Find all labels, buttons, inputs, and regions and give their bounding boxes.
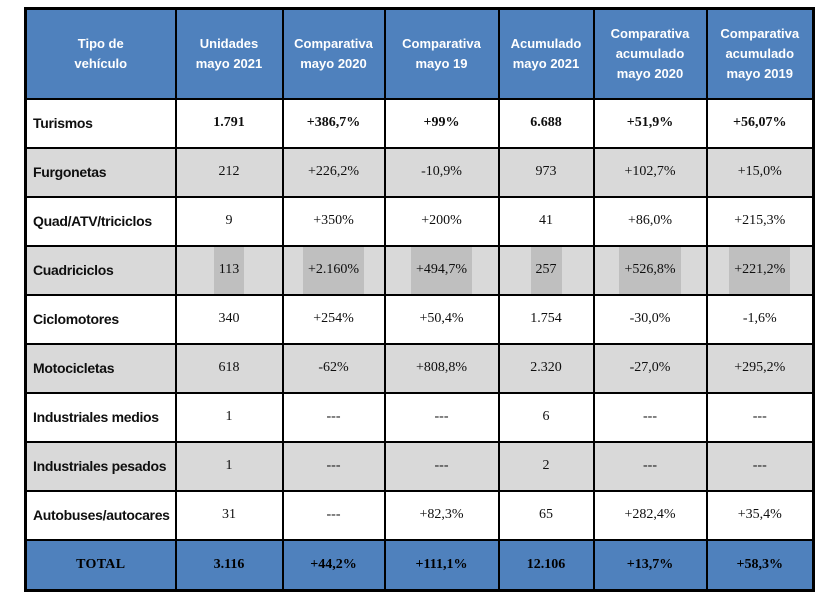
cell-value: 1.791 [213,115,245,130]
total-label: TOTAL [24,538,177,591]
cell-value-highlighted: +526,8% [619,247,681,293]
cell-value: 618 [218,360,240,375]
row-label: Quad/ATV/triciclos [24,195,177,247]
cell-value: 2 [542,458,550,473]
cell-value: -1,6% [742,311,777,326]
total-value: 12.106 [526,556,566,572]
table-row-industriales-pesados: Industriales pesados 1 --- --- 2 --- --- [24,440,815,492]
total-value: +44,2% [310,556,357,572]
cell-value: 9 [225,213,233,228]
cell-value: 212 [218,164,240,179]
cell-value: +82,3% [419,507,464,522]
cell-value: 65 [539,507,553,522]
vehicle-registrations-table: Tipo de vehículo Unidades mayo 2021 Comp… [24,7,815,592]
cell-value: +295,2% [734,360,786,375]
total-value: +111,1% [415,556,468,572]
cell-value: --- [434,409,449,424]
cell-value: 6 [542,409,550,424]
cell-value: --- [434,458,449,473]
cell-value: -62% [318,360,349,375]
cell-value-highlighted: 113 [213,247,245,293]
header-cell-tipo-de-vehiculo: Tipo de vehículo [24,7,177,100]
cell-value: +50,4% [419,311,464,326]
cell-value: -10,9% [421,164,462,179]
header-cell-comparativa-mayo-19: Comparativa mayo 19 [383,7,500,100]
row-label: Industriales pesados [24,440,177,492]
cell-value: +102,7% [624,164,676,179]
cell-value: --- [326,507,341,522]
row-label: Autobuses/autocares [24,489,177,541]
cell-value: 31 [222,507,236,522]
cell-value: 1 [225,409,233,424]
row-label: Furgonetas [24,146,177,198]
cell-value: +35,4% [737,507,782,522]
cell-value: +386,7% [306,115,361,130]
cell-value: 2.320 [530,360,562,375]
cell-value: --- [643,458,657,473]
cell-value: 6.688 [530,115,562,130]
header-cell-comparativa-acumulado-mayo-2020: Comparativa acumulado mayo 2020 [592,7,708,100]
cell-value: +200% [421,213,462,228]
cell-value: +15,0% [737,164,782,179]
cell-value: 973 [535,164,557,179]
total-value: 3.116 [213,556,245,572]
cell-value: --- [326,409,341,424]
table-row-industriales-medios: Industriales medios 1 --- --- 6 --- --- [24,391,815,443]
cell-value: 41 [539,213,553,228]
cell-value-highlighted: +221,2% [729,247,791,293]
table-row-ciclomotores: Ciclomotores 340 +254% +50,4% 1.754 -30,… [24,293,815,345]
cell-value: 340 [218,311,240,326]
header-cell-unidades-mayo-2021: Unidades mayo 2021 [174,7,284,100]
cell-value: +350% [313,213,354,228]
cell-value: +254% [313,311,354,326]
header-cell-comparativa-mayo-2020: Comparativa mayo 2020 [281,7,386,100]
cell-value: --- [643,409,657,424]
cell-value: +808,8% [415,360,468,375]
cell-value: 1 [225,458,233,473]
row-label: Industriales medios [24,391,177,443]
header-cell-acumulado-mayo-2021: Acumulado mayo 2021 [497,7,595,100]
cell-value: -27,0% [629,360,671,375]
total-row: TOTAL 3.116 +44,2% +111,1% 12.106 +13,7%… [24,538,815,591]
table-row-motocicletas: Motocicletas 618 -62% +808,8% 2.320 -27,… [24,342,815,394]
row-label: Motocicletas [24,342,177,394]
cell-value: +56,07% [733,115,787,130]
table-row-turismos: Turismos 1.791 +386,7% +99% 6.688 +51,9%… [24,97,815,149]
row-label: Turismos [24,97,177,149]
cell-value: -30,0% [629,311,671,326]
table-row-furgonetas: Furgonetas 212 +226,2% -10,9% 973 +102,7… [24,146,815,198]
cell-value: +215,3% [734,213,786,228]
total-value: +58,3% [736,556,783,572]
row-label: Ciclomotores [24,293,177,345]
cell-value: --- [752,409,767,424]
table-row-autobuses-autocares: Autobuses/autocares 31 --- +82,3% 65 +28… [24,489,815,541]
header-cell-comparativa-acumulado-mayo-2019: Comparativa acumulado mayo 2019 [705,7,815,100]
cell-value: +282,4% [624,507,676,522]
cell-value: --- [752,458,767,473]
table-row-cuadriciclos: Cuadriciclos 113 +2.160% +494,7% 257 +52… [24,244,815,296]
cell-value: +51,9% [626,115,674,130]
cell-value-highlighted: 257 [530,247,562,293]
cell-value-highlighted: +2.160% [302,247,365,293]
cell-value: +226,2% [307,164,360,179]
total-value: +13,7% [626,556,674,572]
cell-value: 1.754 [530,311,562,326]
header-row: Tipo de vehículo Unidades mayo 2021 Comp… [24,7,815,100]
table-row-quad-atv-triciclos: Quad/ATV/triciclos 9 +350% +200% 41 +86,… [24,195,815,247]
row-label: Cuadriciclos [24,244,177,296]
cell-value: --- [326,458,341,473]
cell-value: +99% [423,115,460,130]
cell-value: +86,0% [627,213,673,228]
cell-value-highlighted: +494,7% [410,247,473,293]
